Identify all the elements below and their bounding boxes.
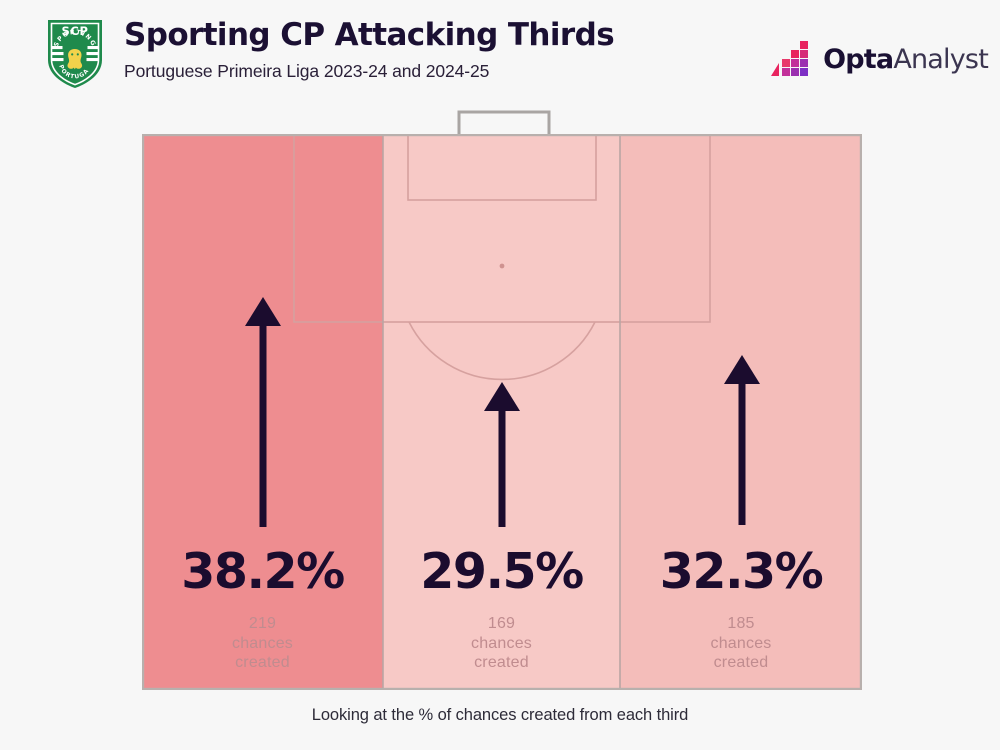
- header: SCP SPORTING PORTUGAL Sporting CP Attack…: [0, 0, 1000, 105]
- title-block: Sporting CP Attacking Thirds Portuguese …: [124, 17, 615, 82]
- pitch-diagram: [142, 134, 862, 690]
- opta-wordmark: OptaAnalyst: [823, 43, 989, 75]
- opta-name-light: Analyst: [893, 43, 988, 75]
- penalty-arc: [408, 321, 596, 381]
- goal-frame: [457, 110, 551, 136]
- pitch-border: [142, 134, 862, 690]
- arrow-middle: [484, 382, 520, 527]
- goal-area: [407, 134, 597, 201]
- penalty-area: [293, 134, 711, 323]
- page-title: Sporting CP Attacking Thirds: [124, 17, 615, 53]
- opta-name-bold: Opta: [823, 43, 894, 75]
- opta-staircase-icon: [771, 41, 809, 76]
- sporting-cp-crest-icon: SCP SPORTING PORTUGAL: [42, 12, 106, 90]
- arrow-left: [245, 297, 281, 527]
- chart-caption: Looking at the % of chances created from…: [311, 706, 689, 724]
- arrow-right: [724, 355, 760, 525]
- svg-text:SCP: SCP: [62, 24, 89, 38]
- penalty-spot: [499, 263, 505, 269]
- opta-analyst-logo: OptaAnalyst: [769, 38, 989, 80]
- page-subtitle: Portuguese Primeira Liga 2023-24 and 202…: [124, 60, 490, 81]
